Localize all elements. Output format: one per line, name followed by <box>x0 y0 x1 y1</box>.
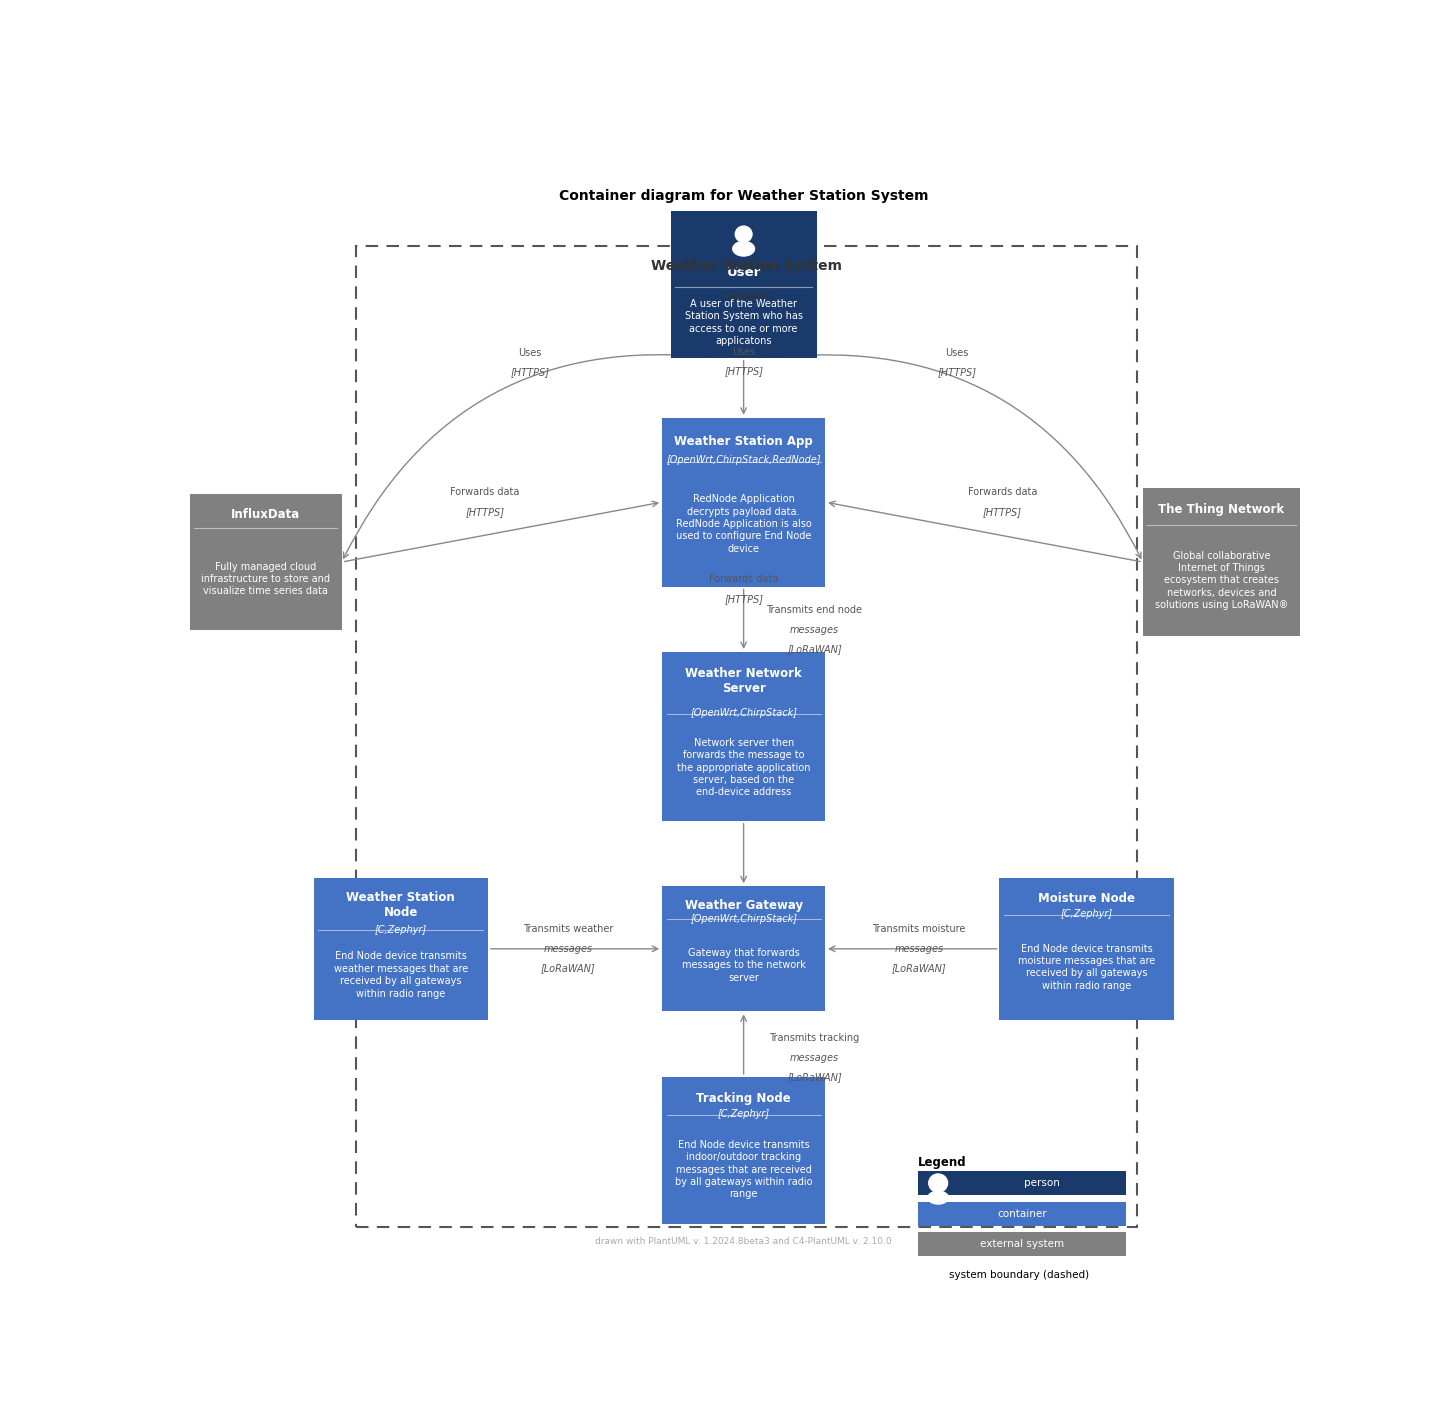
Text: Forwards data: Forwards data <box>968 487 1037 497</box>
Text: RedNode Application
decrypts payload data.
RedNode Application is also
used to c: RedNode Application decrypts payload dat… <box>676 494 811 553</box>
Text: Weather Station
Node: Weather Station Node <box>347 891 456 918</box>
Text: Transmits moisture: Transmits moisture <box>872 924 966 934</box>
Text: [LoRaWAN]: [LoRaWAN] <box>788 1073 842 1082</box>
Text: [LoRaWAN]: [LoRaWAN] <box>541 964 595 974</box>
Text: system boundary (dashed): system boundary (dashed) <box>949 1269 1090 1279</box>
Text: [HTTPS]: [HTTPS] <box>937 368 977 378</box>
Text: End Node device transmits
indoor/outdoor tracking
messages that are received
by : End Node device transmits indoor/outdoor… <box>675 1139 813 1200</box>
Text: Weather Network
Server: Weather Network Server <box>685 666 802 695</box>
Text: Fully managed cloud
infrastructure to store and
visualize time series data: Fully managed cloud infrastructure to st… <box>202 562 331 597</box>
Text: messages: messages <box>789 1053 839 1063</box>
Text: A user of the Weather
Station System who has
access to one or more
applicatons: A user of the Weather Station System who… <box>685 299 802 347</box>
Text: Global collaborative
Internet of Things
ecosystem that creates
networks, devices: Global collaborative Internet of Things … <box>1155 550 1288 610</box>
FancyBboxPatch shape <box>662 417 826 587</box>
Text: Legend: Legend <box>918 1156 966 1169</box>
Circle shape <box>736 226 752 242</box>
FancyBboxPatch shape <box>1000 877 1174 1020</box>
Text: [LoRaWAN]: [LoRaWAN] <box>788 644 842 654</box>
Text: Transmits tracking: Transmits tracking <box>769 1033 859 1043</box>
Text: [System]: [System] <box>720 290 773 303</box>
Text: Uses: Uses <box>731 347 756 357</box>
Text: drawn with PlantUML v. 1.2024.8beta3 and C4-PlantUML v. 2.10.0: drawn with PlantUML v. 1.2024.8beta3 and… <box>595 1237 892 1247</box>
Text: [C,Zephyr]: [C,Zephyr] <box>1061 910 1113 920</box>
Text: Weather Station System: Weather Station System <box>651 259 842 273</box>
Text: Transmits end node: Transmits end node <box>766 606 862 616</box>
Text: Forwards data: Forwards data <box>450 487 519 497</box>
Text: person: person <box>1024 1179 1061 1189</box>
FancyBboxPatch shape <box>918 1172 1126 1196</box>
FancyBboxPatch shape <box>918 1232 1126 1257</box>
Text: User: User <box>727 266 760 279</box>
Text: [HTTPS]: [HTTPS] <box>511 368 550 378</box>
FancyBboxPatch shape <box>1143 488 1300 635</box>
FancyBboxPatch shape <box>190 494 341 630</box>
Text: Gateway that forwards
messages to the network
server: Gateway that forwards messages to the ne… <box>682 948 805 982</box>
Text: messages: messages <box>894 944 943 954</box>
Text: [OpenWrt,ChirpStack,RedNode]: [OpenWrt,ChirpStack,RedNode] <box>666 454 821 464</box>
Text: End Node device transmits
weather messages that are
received by all gateways
wit: End Node device transmits weather messag… <box>334 951 467 999</box>
Ellipse shape <box>733 242 755 256</box>
FancyBboxPatch shape <box>662 1077 826 1224</box>
Text: Forwards data: Forwards data <box>710 574 778 584</box>
Text: Transmits weather: Transmits weather <box>522 924 614 934</box>
Text: messages: messages <box>789 624 839 634</box>
Text: Network server then
forwards the message to
the appropriate application
server, : Network server then forwards the message… <box>676 737 811 798</box>
FancyBboxPatch shape <box>662 886 826 1012</box>
Text: Moisture Node: Moisture Node <box>1037 893 1135 906</box>
Text: End Node device transmits
moisture messages that are
received by all gateways
wi: End Node device transmits moisture messa… <box>1019 944 1155 990</box>
Text: Container diagram for Weather Station System: Container diagram for Weather Station Sy… <box>559 190 929 204</box>
Text: messages: messages <box>544 944 593 954</box>
FancyBboxPatch shape <box>670 211 817 358</box>
Text: [C,Zephyr]: [C,Zephyr] <box>718 1109 769 1119</box>
Ellipse shape <box>927 1191 949 1204</box>
Text: [HTTPS]: [HTTPS] <box>982 507 1022 516</box>
Text: Weather Station App: Weather Station App <box>675 434 813 447</box>
Text: Tracking Node: Tracking Node <box>696 1091 791 1105</box>
Text: The Thing Network: The Thing Network <box>1158 504 1284 516</box>
Text: InfluxData: InfluxData <box>231 508 300 521</box>
Text: [HTTPS]: [HTTPS] <box>724 366 763 376</box>
Text: [LoRaWAN]: [LoRaWAN] <box>892 964 946 974</box>
Text: Weather Gateway: Weather Gateway <box>685 899 802 911</box>
Circle shape <box>929 1174 948 1193</box>
FancyBboxPatch shape <box>313 877 488 1020</box>
Text: [OpenWrt,ChirpStack]: [OpenWrt,ChirpStack] <box>691 914 797 924</box>
Text: [C,Zephyr]: [C,Zephyr] <box>374 925 427 935</box>
FancyBboxPatch shape <box>918 1201 1126 1225</box>
Text: Uses: Uses <box>518 348 541 358</box>
FancyBboxPatch shape <box>662 652 826 821</box>
Text: [OpenWrt,ChirpStack]: [OpenWrt,ChirpStack] <box>691 708 797 717</box>
Text: [HTTPS]: [HTTPS] <box>724 594 763 604</box>
Text: external system: external system <box>979 1240 1064 1249</box>
Text: [HTTPS]: [HTTPS] <box>466 507 505 516</box>
Text: container: container <box>997 1208 1046 1218</box>
Text: Uses: Uses <box>946 348 969 358</box>
